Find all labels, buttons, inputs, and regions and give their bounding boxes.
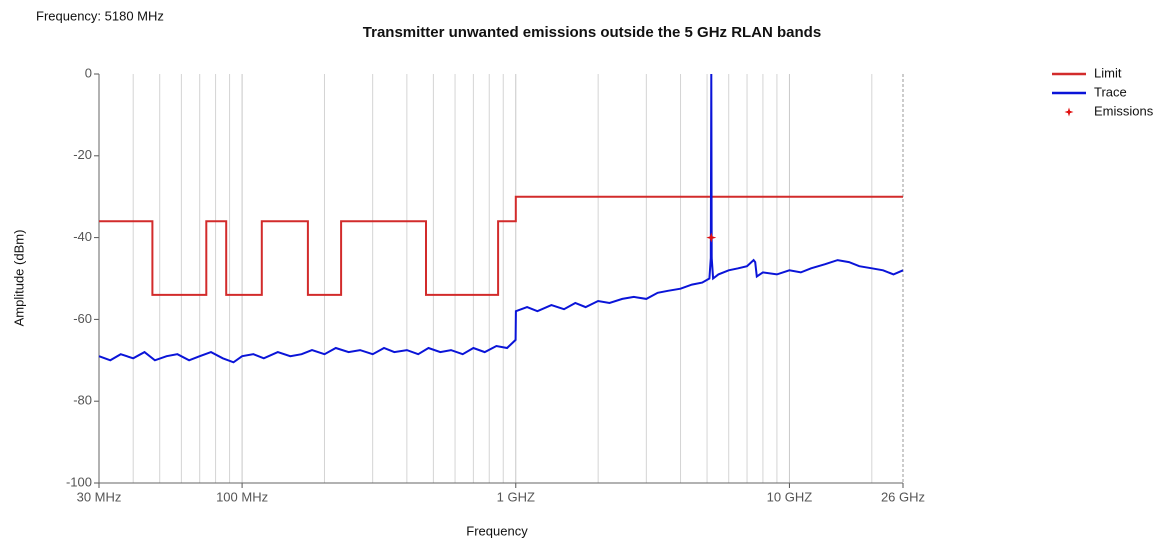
legend-label: Trace (1094, 84, 1127, 99)
emission-marker (706, 232, 717, 243)
header: Frequency: 5180 MHz (36, 8, 164, 23)
series-line (99, 195, 903, 296)
legend-marker (1064, 107, 1074, 117)
x-tick-label: 10 GHZ (767, 489, 813, 504)
x-tick-label: 26 GHz (881, 489, 925, 504)
x-tick-label: 1 GHZ (497, 489, 535, 504)
legend-label: Limit (1094, 65, 1122, 80)
legend-label: Emissions (1094, 103, 1154, 118)
y-tick-label: -60 (73, 311, 92, 326)
chart-title: Transmitter unwanted emissions outside t… (363, 24, 821, 41)
y-tick-label: -40 (73, 229, 92, 244)
y-tick-label: -100 (66, 474, 92, 489)
x-axis-label: Frequency (466, 523, 528, 538)
x-tick-label: 30 MHz (77, 489, 122, 504)
y-axis-label: Amplitude (dBm) (11, 230, 26, 327)
x-tick-label: 100 MHz (216, 489, 268, 504)
y-tick-label: -80 (73, 393, 92, 408)
y-tick-label: -20 (73, 147, 92, 162)
series-line (98, 73, 904, 364)
y-tick-label: 0 (85, 65, 92, 80)
